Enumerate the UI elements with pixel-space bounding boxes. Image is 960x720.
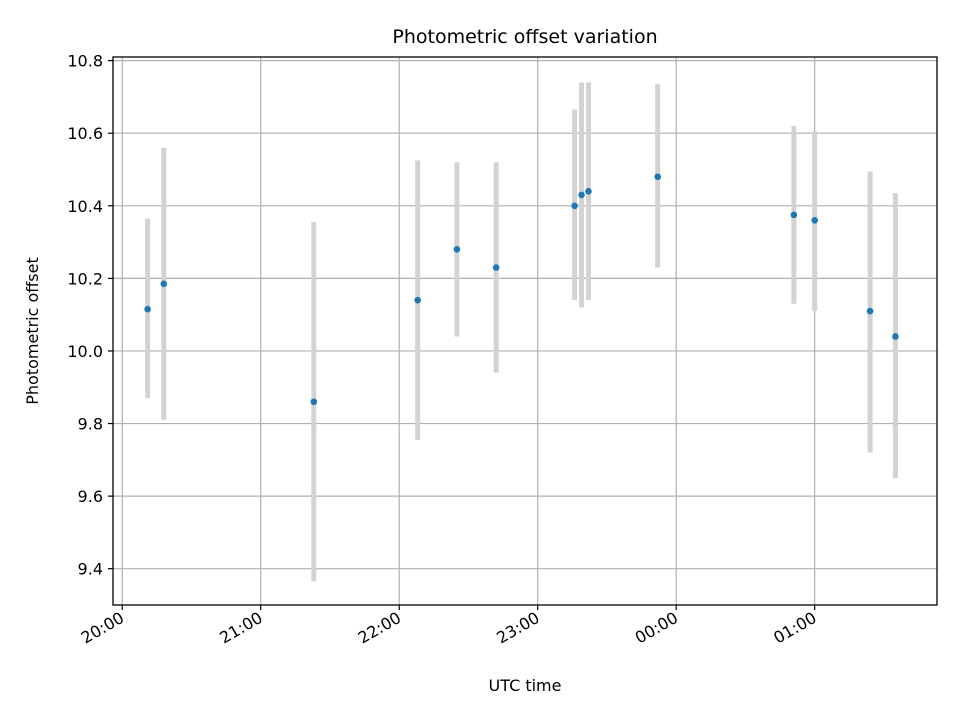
x-tick-label: 22:00 [355, 608, 404, 648]
y-tick-label: 10.8 [67, 52, 103, 71]
y-tick-label: 10.4 [67, 197, 103, 216]
data-point [144, 305, 151, 313]
data-point [892, 333, 899, 340]
data-point [492, 264, 500, 271]
data-point [414, 296, 421, 304]
data-point [811, 217, 818, 224]
data-point [790, 211, 798, 219]
data-point [160, 280, 168, 288]
y-axis-label: Photometric offset [23, 257, 42, 405]
y-tick-label: 10.2 [67, 269, 103, 288]
x-tick-label: 23:00 [493, 608, 542, 648]
y-tick-label: 9.6 [78, 487, 103, 506]
y-tick-label: 10.0 [67, 342, 103, 361]
data-point [453, 246, 461, 253]
data-point [866, 307, 874, 315]
y-tick-label: 10.6 [67, 124, 103, 143]
data-points [144, 173, 899, 406]
x-axis-label: UTC time [489, 676, 562, 695]
data-point [310, 398, 318, 406]
x-tick-label: 01:00 [770, 608, 819, 648]
axis-ticks: 20:00 21:00 22:00 23:00 00:00 01:00 9.4 9.6 9.8 1… [67, 52, 819, 648]
data-point [578, 191, 585, 199]
y-tick-label: 9.4 [78, 560, 103, 579]
x-tick-label: 20:00 [78, 608, 127, 648]
data-point [585, 187, 592, 195]
data-point [654, 173, 662, 181]
plot-frame [112, 56, 938, 606]
x-tick-label: 00:00 [632, 608, 681, 648]
y-tick-label: 9.8 [78, 415, 103, 434]
error-bars [145, 82, 898, 582]
x-tick-label: 21:00 [216, 608, 265, 648]
data-point [571, 202, 578, 210]
chart-title: Photometric offset variation [392, 26, 657, 48]
